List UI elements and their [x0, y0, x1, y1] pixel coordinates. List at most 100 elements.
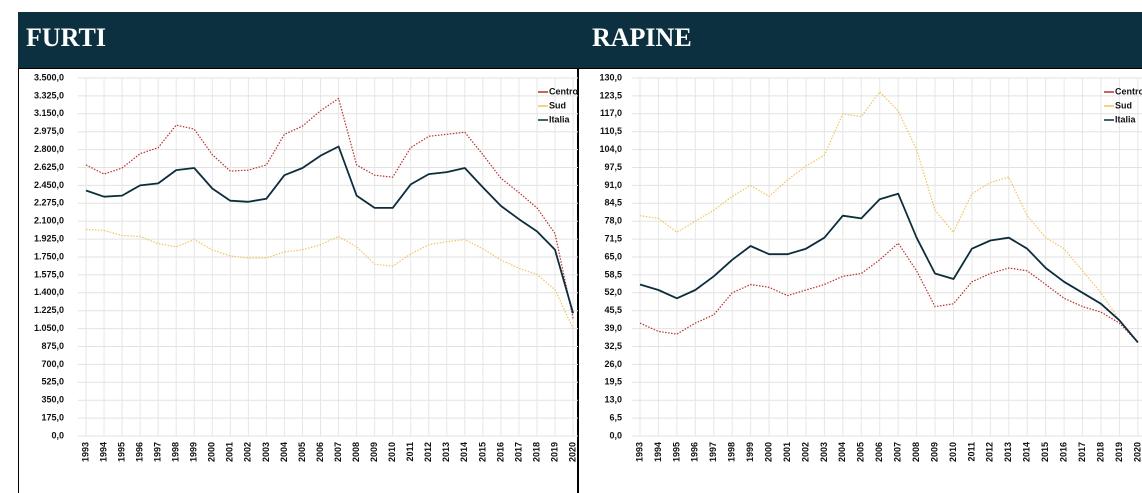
y-tick-label: 2.450,0	[34, 180, 64, 190]
panel-border	[18, 68, 578, 493]
legend-label: Italia	[1115, 114, 1137, 124]
header-band	[18, 12, 578, 68]
y-tick-label: 350,0	[41, 395, 64, 405]
y-tick-label: 97,5	[604, 162, 622, 172]
series-line	[639, 91, 1139, 343]
x-tick-label: 2018	[1095, 442, 1105, 462]
y-tick-label: 2.100,0	[34, 216, 64, 226]
x-tick-label: 2012	[423, 442, 433, 462]
y-tick-label: 65,0	[604, 251, 622, 261]
x-tick-label: 2006	[874, 442, 884, 462]
x-tick-label: 2001	[782, 442, 792, 462]
y-tick-label: 26,0	[604, 359, 622, 369]
y-tick-label: 13,0	[604, 395, 622, 405]
y-tick-label: 2.800,0	[34, 144, 64, 154]
y-tick-label: 45,5	[604, 305, 622, 315]
panel-border	[578, 68, 1142, 493]
legend-label: Italia	[549, 114, 571, 124]
y-tick-label: 1.050,0	[34, 323, 64, 333]
x-tick-label: 2004	[279, 442, 289, 462]
x-tick-label: 1998	[727, 442, 737, 462]
x-tick-label: 2020	[567, 442, 577, 462]
x-tick-label: 2009	[369, 442, 379, 462]
chart: 0,0 175,0 350,0 525,0 700,0 875,0 1.050,0 1.225…	[34, 72, 602, 462]
x-tick-label: 2003	[261, 442, 271, 462]
x-tick-label: 2010	[387, 442, 397, 462]
y-tick-label: 1.925,0	[34, 233, 64, 243]
x-tick-label: 2005	[856, 442, 866, 462]
x-tick-label: 2017	[513, 442, 523, 462]
y-tick-label: 0,0	[609, 430, 622, 440]
x-tick-label: 1996	[690, 442, 700, 462]
y-tick-label: 32,5	[604, 341, 622, 351]
y-tick-label: 52,0	[604, 287, 622, 297]
header-band	[578, 12, 1142, 68]
x-tick-label: 2007	[893, 442, 903, 462]
x-tick-label: 2014	[1022, 442, 1032, 462]
panel-title: RAPINE	[592, 23, 692, 52]
y-tick-label: 110,5	[600, 126, 622, 136]
x-tick-label: 2015	[477, 442, 487, 462]
x-tick-label: 2016	[1058, 442, 1068, 462]
y-tick-label: 104,0	[599, 144, 622, 154]
y-tick-label: 6,5	[609, 412, 622, 422]
y-tick-label: 1.225,0	[34, 305, 64, 315]
x-tick-label: 1998	[171, 442, 181, 462]
x-tick-label: 2010	[948, 442, 958, 462]
legend-label: Sud	[549, 100, 566, 110]
y-tick-label: 71,5	[604, 233, 622, 243]
y-tick-label: 2.625,0	[34, 162, 64, 172]
series-line	[85, 145, 574, 314]
x-tick-label: 1997	[153, 442, 163, 462]
y-tick-label: 84,5	[604, 198, 622, 208]
x-tick-label: 1997	[708, 442, 718, 462]
x-tick-label: 2011	[966, 442, 976, 462]
x-tick-label: 1993	[80, 442, 90, 462]
x-tick-label: 2009	[929, 442, 939, 462]
x-tick-label: 1995	[116, 442, 126, 462]
y-tick-label: 58,5	[604, 269, 622, 279]
x-tick-label: 2004	[837, 442, 847, 462]
panel-title: FURTI	[26, 23, 106, 52]
legend-label: Sud	[1115, 100, 1132, 110]
x-tick-label: 2017	[1077, 442, 1087, 462]
series-line	[85, 228, 574, 329]
x-tick-label: 2016	[495, 442, 505, 462]
x-tick-label: 2006	[315, 442, 325, 462]
y-tick-label: 2.975,0	[34, 126, 64, 136]
y-tick-label: 39,0	[604, 323, 622, 333]
x-tick-label: 1993	[634, 442, 644, 462]
x-tick-label: 1994	[653, 442, 663, 462]
x-tick-label: 2007	[333, 442, 343, 462]
series-line	[639, 192, 1139, 343]
x-tick-label: 2001	[225, 442, 235, 462]
legend-label: Centro-Nord	[549, 86, 602, 96]
x-tick-label: 2018	[531, 442, 541, 462]
y-tick-label: 117,0	[600, 108, 622, 118]
x-tick-label: 2000	[763, 442, 773, 462]
x-tick-label: 2019	[1114, 442, 1124, 462]
x-tick-label: 1996	[134, 442, 144, 462]
y-tick-label: 700,0	[41, 359, 64, 369]
x-tick-label: 2019	[549, 442, 559, 462]
x-tick-label: 2013	[1003, 442, 1013, 462]
y-tick-label: 1.400,0	[34, 287, 64, 297]
x-tick-label: 2008	[351, 442, 361, 462]
y-tick-label: 1.750,0	[34, 251, 64, 261]
x-tick-label: 2014	[459, 442, 469, 462]
x-tick-label: 2003	[819, 442, 829, 462]
x-tick-label: 2000	[207, 442, 217, 462]
chart: 0,0 6,5 13,0 19,5 26,0 32,5 39,0 45,5 52,0 58,5 65…	[599, 72, 1142, 462]
y-tick-label: 175,0	[41, 412, 64, 422]
x-tick-label: 2011	[405, 442, 415, 462]
x-tick-label: 1994	[98, 442, 108, 462]
x-tick-label: 2012	[985, 442, 995, 462]
x-tick-label: 2002	[800, 442, 810, 462]
x-tick-label: 2008	[911, 442, 921, 462]
y-tick-label: 3.150,0	[34, 108, 64, 118]
x-tick-label: 2005	[297, 442, 307, 462]
y-tick-label: 2.275,0	[34, 198, 64, 208]
y-tick-label: 875,0	[41, 341, 64, 351]
y-tick-label: 91,0	[604, 180, 622, 190]
